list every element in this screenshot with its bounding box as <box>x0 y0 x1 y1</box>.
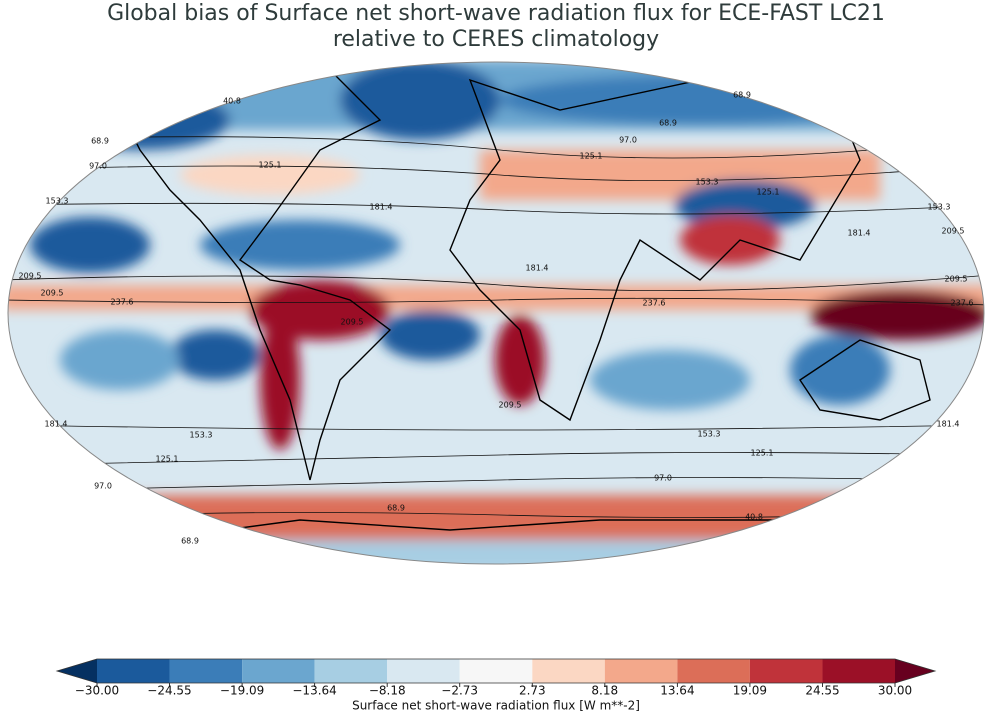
contour-label: 237.6 <box>643 299 666 308</box>
colorbar-bin <box>459 659 533 683</box>
contour-label: 209.5 <box>499 401 522 410</box>
contours <box>8 136 984 518</box>
colorbar-tick-label: −30.00 <box>75 684 119 698</box>
contour-label: 125.1 <box>751 449 774 458</box>
colorbar-tick-label: 30.00 <box>878 684 912 698</box>
contour-label: 153.3 <box>696 178 719 187</box>
colorbar-tick-label: 8.18 <box>591 684 618 698</box>
colorbar-bin <box>97 659 170 683</box>
contour-label: 153.3 <box>698 430 721 439</box>
globe-outline <box>7 61 985 565</box>
title-line: relative to CERES climatology <box>333 27 659 52</box>
colorbar-bin <box>822 659 895 683</box>
colorbar: −30.00 −24.55 −19.09 −13.64 −8.18 −2.73 2.73 8.… <box>55 658 937 698</box>
colorbar-bin <box>532 659 605 683</box>
colorbar-bin <box>749 659 823 683</box>
contour-label: 97.0 <box>94 482 112 491</box>
contour-label: 125.1 <box>156 455 179 464</box>
colorbar-tick-label: −8.18 <box>369 684 406 698</box>
colorbar-tick-label: −24.55 <box>147 684 191 698</box>
contour-label: 153.3 <box>190 431 213 440</box>
contour-label: 209.5 <box>41 289 64 298</box>
colorbar-over <box>895 659 935 683</box>
colorbar-tick-label: −13.64 <box>292 684 336 698</box>
colorbar-tick-label: 13.64 <box>660 684 694 698</box>
colorbar-tick-label: 2.73 <box>519 684 546 698</box>
contour-label: 125.1 <box>580 152 603 161</box>
contour-label: 68.9 <box>733 91 751 100</box>
contour-label: 153.3 <box>46 197 69 206</box>
contour-label: 181.4 <box>848 229 871 238</box>
contour-label: 97.0 <box>619 136 637 145</box>
colorbar-bin <box>169 659 243 683</box>
contour-label: 209.5 <box>19 272 42 281</box>
colorbar-bin <box>242 659 315 683</box>
title-line: Global bias of Surface net short-wave ra… <box>107 1 885 26</box>
contour-label: 181.4 <box>370 203 393 212</box>
contour-label: 209.5 <box>341 318 364 327</box>
contour-label: 68.9 <box>387 504 405 513</box>
colorbar-tick-label: −2.73 <box>441 684 478 698</box>
contour-label: 68.9 <box>659 119 677 128</box>
contour-label: 68.9 <box>181 537 199 546</box>
colorbar-bin <box>604 659 678 683</box>
colorbar-tick-label: 24.55 <box>805 684 839 698</box>
contour-label: 209.5 <box>945 275 968 284</box>
colorbar-bin <box>387 659 460 683</box>
contour-label: 97.0 <box>654 474 672 483</box>
contour-label: 68.9 <box>91 137 109 146</box>
colorbar-bin <box>677 659 750 683</box>
colorbar-tick-label: 19.09 <box>733 684 767 698</box>
contour-label: 153.3 <box>928 203 951 212</box>
contour-label: 181.4 <box>526 264 549 273</box>
colorbar-bin <box>314 659 388 683</box>
contour-label: 125.1 <box>259 161 282 170</box>
colorbar-under <box>57 659 97 683</box>
contour-labels: 40.8 68.9 97.0 153.3 209.5 209.5 237.6 125.1 181… <box>19 91 974 546</box>
contour-label: 40.8 <box>745 513 763 522</box>
contour-label: 237.6 <box>951 299 974 308</box>
contour-label: 181.4 <box>45 420 68 429</box>
colorbar-label: Surface net short-wave radiation flux [W… <box>352 699 640 713</box>
colorbar-tick-label: −19.09 <box>220 684 264 698</box>
contour-label: 125.1 <box>757 188 780 197</box>
contour-label: 181.4 <box>937 420 960 429</box>
contour-label: 209.5 <box>942 227 965 236</box>
contour-label: 97.0 <box>89 162 107 171</box>
contour-label: 237.6 <box>111 298 134 307</box>
contour-label: 40.8 <box>223 97 241 106</box>
